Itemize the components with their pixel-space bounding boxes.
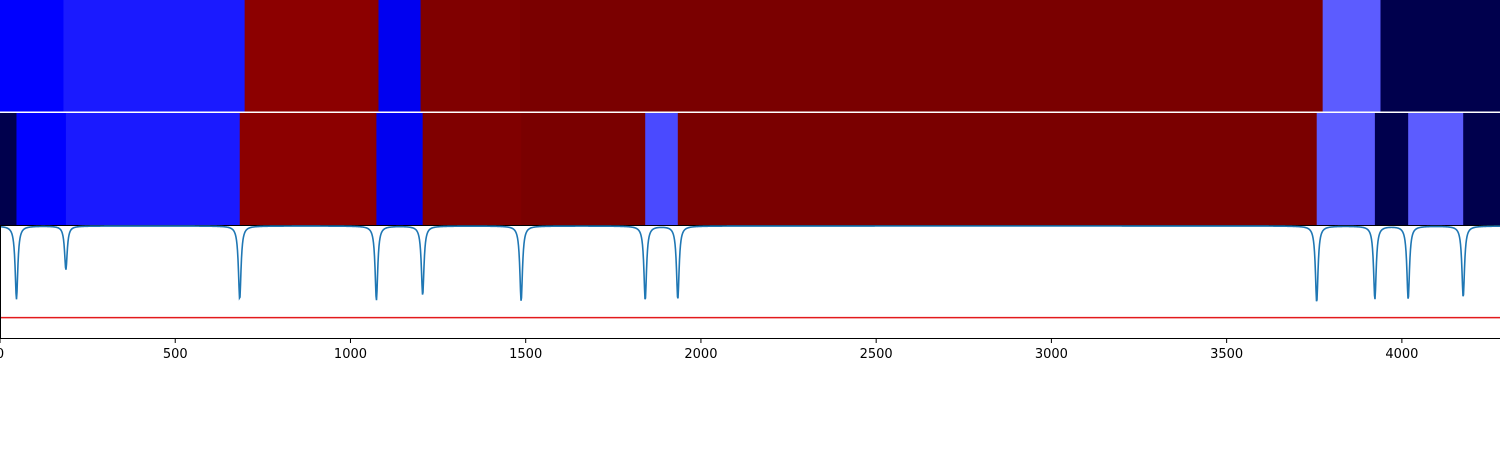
x-tick-label: 0: [0, 347, 4, 362]
strip-2-segment: [1316, 113, 1376, 225]
x-tick-label: 1000: [334, 347, 367, 362]
strip-1-segment: [63, 0, 246, 112]
x-tick-label: 3500: [1210, 347, 1243, 362]
strip-1-segment: [0, 0, 65, 112]
strip-2-segment: [65, 113, 241, 225]
strip-1-segment: [520, 0, 1324, 112]
strip-2-segment: [645, 113, 679, 225]
strip-2-segment: [1463, 113, 1500, 225]
x-tick-label: 1500: [509, 347, 542, 362]
strip-2-segment: [0, 113, 18, 225]
strip-2-segment: [521, 113, 646, 225]
strip-2-segment: [376, 113, 424, 225]
boundary-curve-panel: [0, 225, 1500, 338]
x-tick-label: 2000: [684, 347, 717, 362]
boundary-curve: [0, 225, 1500, 302]
strip-2-segment: [677, 113, 1318, 225]
strip-2-segment: [1408, 113, 1464, 225]
x-tick-label: 3000: [1035, 347, 1068, 362]
strip-2-segment: [239, 113, 377, 225]
x-tick-label: 500: [163, 347, 188, 362]
strip-1-segment: [1380, 0, 1500, 112]
x-tick-label: 4000: [1385, 347, 1418, 362]
strip-2-segment: [422, 113, 522, 225]
strip-2-segment: [1374, 113, 1409, 225]
segment-strips: [0, 0, 1500, 225]
strip-divider: [0, 111, 1500, 113]
strip-1-segment: [378, 0, 422, 112]
x-tick-label: 2500: [860, 347, 893, 362]
x-axis: 0 500 1000 1500 2000 2500 3000 3500 4000: [0, 338, 1500, 362]
strip-1-segment: [244, 0, 380, 112]
strip-1-segment: [420, 0, 521, 112]
strip-1-segment: [1322, 0, 1382, 112]
strip-2-segment: [16, 113, 67, 225]
